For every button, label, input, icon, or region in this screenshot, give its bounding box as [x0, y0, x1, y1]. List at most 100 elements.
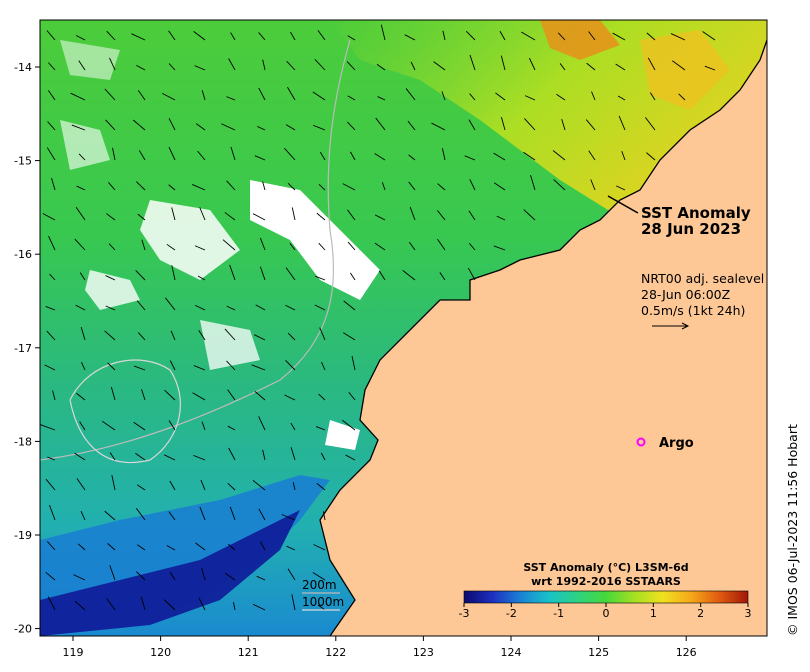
current-vector: [226, 305, 236, 311]
current-vector: [257, 125, 266, 131]
current-vector: [75, 392, 86, 401]
latitude-tick-label: -18: [14, 435, 32, 448]
current-vector: [315, 275, 326, 281]
current-vector: [618, 115, 626, 131]
current-vector: [319, 327, 326, 341]
current-vector: [291, 207, 296, 221]
current-vector: [195, 123, 206, 131]
current-vector: [259, 266, 266, 281]
current-vector: [104, 510, 116, 521]
current-vector: [165, 297, 176, 311]
current-vector: [318, 393, 326, 401]
current-vector: [644, 117, 656, 131]
current-vector: [437, 183, 446, 191]
current-vector: [319, 151, 326, 161]
current-vector: [108, 182, 116, 191]
current-vector: [110, 386, 116, 401]
current-vector: [496, 215, 506, 221]
current-vector: [284, 147, 296, 161]
current-vector: [469, 93, 476, 101]
current-vector: [285, 267, 296, 281]
current-vector: [252, 480, 266, 491]
current-vector: [493, 182, 506, 191]
current-vector: [585, 119, 596, 131]
current-vector: [647, 57, 656, 71]
current-vector: [227, 389, 236, 401]
current-scale-label: 0.5m/s (1kt 24h): [641, 303, 745, 318]
colorbar: SST Anomaly (°C) L3SM-6d wrt 1992-2016 S…: [459, 561, 752, 620]
current-vector: [380, 24, 386, 41]
current-vector: [702, 31, 716, 41]
current-vector: [101, 420, 116, 431]
current-vector: [262, 449, 266, 461]
latitude-tick-label: -16: [14, 248, 32, 261]
current-vector: [201, 90, 206, 101]
current-vector: [349, 272, 356, 281]
current-vector: [616, 185, 626, 191]
current-vector: [40, 424, 56, 431]
current-vector: [135, 270, 146, 281]
current-vector: [108, 243, 116, 251]
current-vector: [222, 239, 236, 251]
current-vector: [192, 184, 206, 191]
latitude-tick-label: -14: [14, 61, 32, 74]
current-vector: [225, 572, 236, 581]
current-vector: [136, 181, 146, 191]
current-vector: [552, 150, 566, 161]
current-vector: [221, 123, 236, 131]
current-vector: [171, 207, 176, 221]
colorbar-tick-label: 3: [745, 607, 752, 620]
contour-1000m-label: 1000m: [302, 595, 344, 609]
current-vector: [553, 179, 566, 191]
current-vector: [193, 31, 206, 41]
current-vector: [468, 119, 476, 131]
current-vector: [48, 90, 56, 101]
current-vector: [493, 152, 506, 161]
current-vector: [377, 96, 386, 101]
bathymetry-contour-1000m: [69, 359, 181, 464]
current-vector: [316, 483, 326, 491]
current-vector: [168, 511, 176, 521]
current-vector: [230, 146, 236, 161]
current-vector: [591, 91, 596, 101]
coastline: [319, 39, 767, 636]
current-vector: [672, 60, 686, 71]
current-vector: [111, 475, 116, 491]
current-vector: [442, 30, 446, 41]
current-vector: [162, 92, 176, 101]
current-vector: [198, 597, 206, 611]
current-vector: [351, 355, 356, 371]
current-vector: [529, 57, 536, 71]
current-vector: [402, 270, 416, 281]
current-vector: [467, 267, 476, 281]
current-vector: [133, 421, 146, 431]
current-vector: [197, 275, 206, 281]
current-vector: [285, 124, 296, 131]
current-vector: [168, 118, 176, 131]
current-vector: [169, 480, 176, 491]
current-vector: [499, 30, 506, 41]
current-vector: [229, 264, 236, 281]
current-vector: [79, 272, 86, 281]
current-vector: [230, 32, 236, 41]
current-vector: [342, 183, 356, 191]
current-vector: [342, 419, 356, 431]
current-vector: [433, 61, 446, 71]
current-vector: [469, 54, 476, 71]
current-vector: [109, 452, 116, 461]
current-vector: [287, 332, 296, 341]
current-vector: [254, 391, 266, 401]
current-vector: [200, 479, 206, 491]
current-vector: [140, 596, 146, 611]
current-vector: [345, 454, 356, 461]
current-vector: [408, 181, 416, 191]
current-vector: [75, 304, 86, 311]
current-vector: [258, 87, 266, 101]
current-vector: [586, 62, 596, 71]
current-vector: [168, 146, 176, 161]
current-vector: [228, 447, 236, 461]
current-vector: [70, 92, 86, 101]
colorbar-tick-label: -3: [459, 607, 470, 620]
longitude-tick-label: 123: [413, 646, 434, 659]
current-vector: [530, 174, 536, 191]
